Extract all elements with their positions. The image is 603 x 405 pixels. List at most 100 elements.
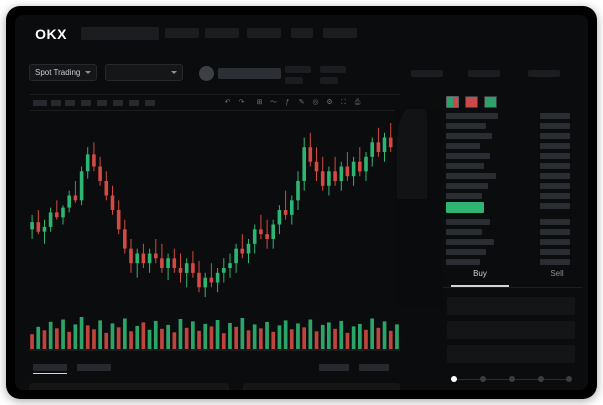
nav-item-5[interactable] [323,28,357,38]
order-book-panel [443,94,574,386]
interval-5[interactable] [97,100,107,106]
camera-icon[interactable]: ⎙ [354,99,361,106]
mid-size-cell [540,203,570,209]
slider-node-75[interactable] [538,376,544,382]
candles-icon[interactable]: ⊞ [256,99,263,106]
bid-price-cell [446,229,482,235]
stat-value-1 [285,77,303,84]
order-book-bid-row[interactable] [443,248,574,256]
fullscreen-icon[interactable]: ⛶ [341,99,346,106]
order-book-ask-row[interactable] [443,162,574,170]
search-input[interactable] [81,27,159,40]
order-book-ask-row[interactable] [443,182,574,190]
volume-svg [29,317,400,351]
bid-size-cell [540,219,570,225]
trading-mode-select[interactable]: Spot Trading [29,64,97,81]
chart-toolbar: ↶ ↷ ⊞ 〜 ƒ ✎ ◎ ⚙ ⛶ ⎙ [29,94,400,111]
order-book-ask-row[interactable] [443,192,574,200]
settings-icon[interactable]: ⚙ [326,99,333,106]
nav-item-2[interactable] [205,28,239,38]
both-icon[interactable] [446,96,459,108]
orders-action-1[interactable] [319,364,349,371]
trading-mode-label: Spot Trading [35,68,81,77]
order-price-field[interactable] [447,297,575,315]
okx-logo[interactable]: OKX [35,25,67,42]
stat-label-4 [468,70,500,77]
last-price [218,68,281,79]
redo-icon[interactable]: ↷ [238,99,245,106]
coin-avatar [199,66,214,81]
interval-4[interactable] [81,100,91,106]
trade-form-tabs: Buy Sell [443,265,582,288]
tab-buy[interactable]: Buy [473,269,487,278]
ask-price-cell [446,163,484,169]
ask-size-cell [540,133,570,139]
order-book-bid-row[interactable] [443,218,574,226]
ask-price-cell [446,173,496,179]
interval-6[interactable] [113,100,123,106]
ask-price-cell [446,113,498,119]
ask-size-cell [540,183,570,189]
interval-7[interactable] [129,100,139,106]
bid-size-cell [540,249,570,255]
nav-item-1[interactable] [165,28,199,38]
line-icon[interactable]: 〜 [270,99,277,106]
interval-8[interactable] [145,100,155,106]
order-total-field[interactable] [447,345,575,363]
order-amount-field[interactable] [447,321,575,339]
nav-item-4[interactable] [291,28,313,38]
interval-1[interactable] [33,100,47,106]
order-book-ask-row[interactable] [443,112,574,120]
order-book-view-tabs [446,96,497,108]
candlestick-chart[interactable] [29,111,400,309]
orders-tabs [29,362,400,374]
order-book-bid-row[interactable] [443,258,574,266]
orders-action-2[interactable] [359,364,389,371]
nav-item-3[interactable] [247,28,281,38]
magnet-icon[interactable]: ◎ [312,99,319,106]
order-book-ask-row[interactable] [443,142,574,150]
order-book-ask-row[interactable] [443,152,574,160]
slider-node-0[interactable] [451,376,457,382]
market-header-bar: Spot Trading [15,57,588,91]
ask-size-cell [540,193,570,199]
order-book-ask-row[interactable] [443,122,574,130]
ask-size-cell [540,123,570,129]
order-book-bid-row[interactable] [443,238,574,246]
tab-open-orders[interactable] [33,364,67,371]
stat-label-1 [285,66,311,73]
bid-price-cell [446,259,480,265]
trading-pair-select[interactable] [105,64,183,81]
slider-node-50[interactable] [509,376,515,382]
indicator-icon[interactable]: ƒ [285,99,290,106]
overlay-figure [395,109,445,309]
ask-price-cell [446,143,480,149]
orders-active-underline [33,373,67,374]
bid-size-cell [540,239,570,245]
pencil-icon[interactable]: ✎ [298,99,305,106]
ask-size-cell [540,113,570,119]
ask-price-cell [446,153,490,159]
ask-price-cell [446,183,488,189]
bids-icon[interactable] [484,96,497,108]
order-book-ask-row[interactable] [443,132,574,140]
asks-icon[interactable] [465,96,478,108]
tab-order-history[interactable] [77,364,111,371]
volume-chart [29,315,400,353]
undo-icon[interactable]: ↶ [224,99,231,106]
order-book-bid-row[interactable] [443,228,574,236]
device-frame: OKX Spot Trading [6,6,597,399]
slider-node-100[interactable] [566,376,572,382]
interval-2[interactable] [51,100,61,106]
order-book-ask-row[interactable] [443,172,574,180]
order-book-rows[interactable] [443,112,574,268]
ask-size-cell [540,173,570,179]
tab-sell[interactable]: Sell [550,269,564,278]
mid-price-highlight [446,202,484,213]
stat-label-3 [411,70,443,77]
slider-node-25[interactable] [480,376,486,382]
ask-price-cell [446,193,482,199]
stat-label-2 [320,66,346,73]
order-book-mid-price [443,202,574,216]
interval-3[interactable] [65,100,75,106]
